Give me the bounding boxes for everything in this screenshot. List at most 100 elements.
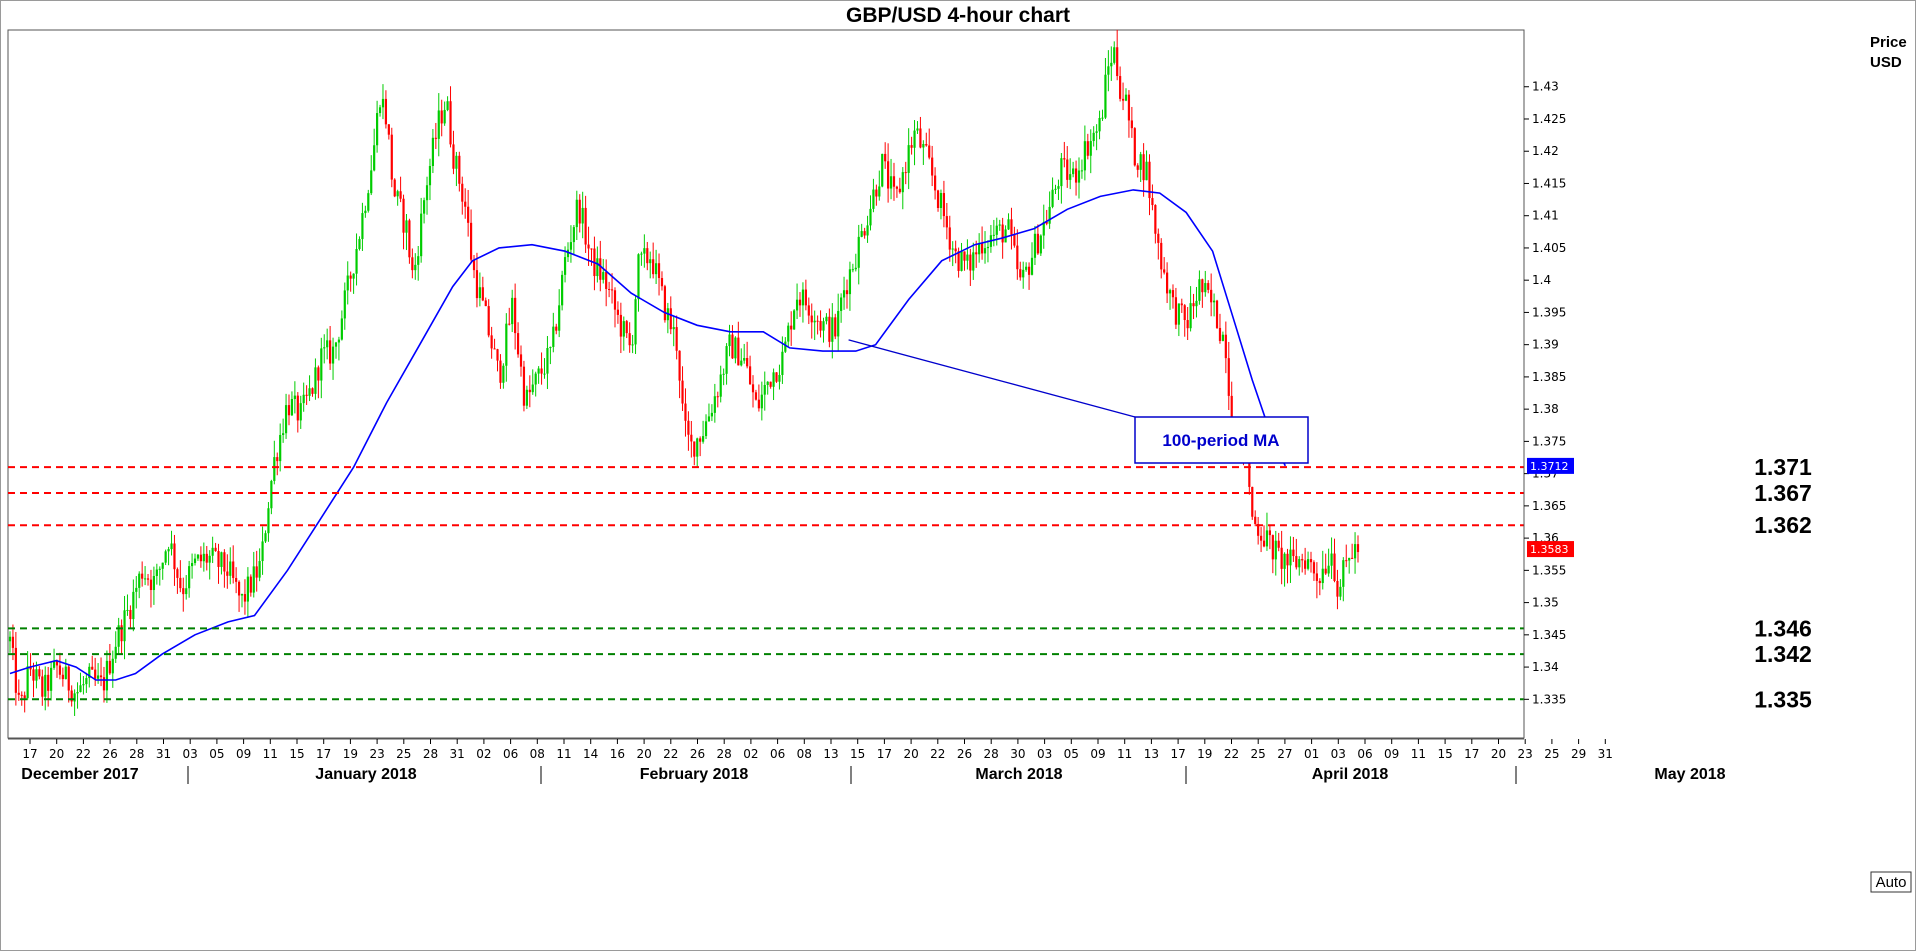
candle: [725, 343, 728, 385]
candle: [939, 189, 943, 220]
candle: [149, 569, 153, 608]
candle: [58, 652, 62, 680]
candle-body: [960, 251, 963, 271]
candle-body: [1356, 544, 1360, 553]
candle: [663, 284, 667, 323]
candle-body: [599, 258, 602, 280]
candle: [364, 205, 367, 218]
candle-body: [249, 576, 252, 593]
candle: [437, 93, 440, 157]
candle-body: [1004, 229, 1007, 243]
y-tick-label: 1.39: [1532, 338, 1559, 352]
auto-scale-button[interactable]: Auto: [1870, 871, 1912, 893]
candle-body: [1257, 523, 1260, 536]
candle: [549, 346, 552, 365]
candle-body: [866, 225, 869, 236]
candle: [1101, 109, 1104, 121]
candle-body: [1212, 300, 1216, 303]
candle-body: [860, 231, 863, 237]
candle-body: [1104, 74, 1107, 118]
candle-body: [1045, 222, 1048, 224]
x-tick-label: 17: [1170, 747, 1185, 761]
annotation: 100-period MA: [848, 339, 1309, 464]
candle: [1048, 191, 1051, 229]
candle: [631, 334, 634, 354]
candle-body: [161, 562, 164, 569]
plot-area: [7, 29, 1525, 739]
candle-body: [405, 220, 408, 233]
candle-body: [1218, 327, 1222, 341]
candle: [866, 215, 869, 243]
candle: [933, 167, 937, 200]
candle: [837, 293, 840, 352]
candle-body: [657, 263, 661, 279]
candle-body: [793, 310, 796, 330]
candle: [945, 202, 948, 240]
candle-body: [975, 252, 978, 255]
candle: [1180, 298, 1183, 313]
candle: [284, 393, 288, 439]
candle-body: [411, 257, 414, 271]
y-tick-label: 1.385: [1532, 370, 1566, 384]
candle: [1121, 82, 1125, 111]
candle: [1054, 184, 1057, 195]
candle: [1027, 262, 1031, 290]
candle: [1204, 270, 1207, 297]
candle-body: [795, 299, 799, 311]
candle: [1004, 225, 1007, 243]
y-axis-label-line1: Price: [1870, 34, 1907, 51]
candle-body: [549, 346, 552, 349]
candle: [540, 352, 543, 385]
candle: [111, 650, 114, 688]
candle-body: [331, 346, 335, 364]
candle: [925, 132, 928, 147]
candle: [1166, 262, 1169, 304]
candle-body: [613, 290, 617, 310]
candle: [640, 251, 643, 266]
candle-body: [91, 666, 94, 670]
candle: [346, 261, 349, 305]
auto-button-frame: [1870, 871, 1912, 893]
candle-body: [1330, 553, 1333, 566]
candle-body: [819, 320, 822, 331]
candle-body: [352, 273, 355, 279]
candle-body: [1195, 300, 1198, 307]
candle-body: [699, 438, 702, 442]
candle-body: [284, 405, 288, 434]
candle: [602, 258, 605, 284]
candle-body: [97, 675, 100, 679]
candle: [928, 128, 931, 160]
candle-body: [845, 290, 849, 295]
candle: [587, 226, 590, 266]
candle-body: [384, 98, 388, 125]
candle: [1157, 228, 1160, 260]
candle: [810, 303, 813, 339]
candle: [696, 437, 699, 467]
candle-body: [754, 392, 758, 400]
candle: [99, 657, 103, 687]
candle-body: [1010, 219, 1013, 235]
candle: [892, 162, 896, 201]
candle: [458, 151, 461, 192]
x-tick-label: 23: [369, 747, 384, 761]
candle-body: [760, 394, 763, 409]
candle: [1066, 146, 1069, 188]
candle-body: [464, 201, 467, 207]
candle: [1315, 562, 1318, 599]
candle-body: [458, 155, 461, 184]
candle: [1095, 124, 1098, 151]
candle-body: [205, 553, 208, 563]
candle: [951, 241, 954, 267]
x-tick-label: 28: [717, 747, 732, 761]
candle-body: [942, 193, 946, 217]
candle: [860, 223, 863, 238]
candle-body: [146, 578, 150, 580]
candle-body: [822, 321, 825, 331]
candle-body: [349, 275, 352, 279]
y-tick-label: 1.345: [1532, 628, 1566, 642]
candle-body: [1054, 188, 1057, 190]
candle-body: [141, 573, 144, 579]
candle-body: [1292, 549, 1295, 557]
x-tick-label: 06: [770, 747, 785, 761]
